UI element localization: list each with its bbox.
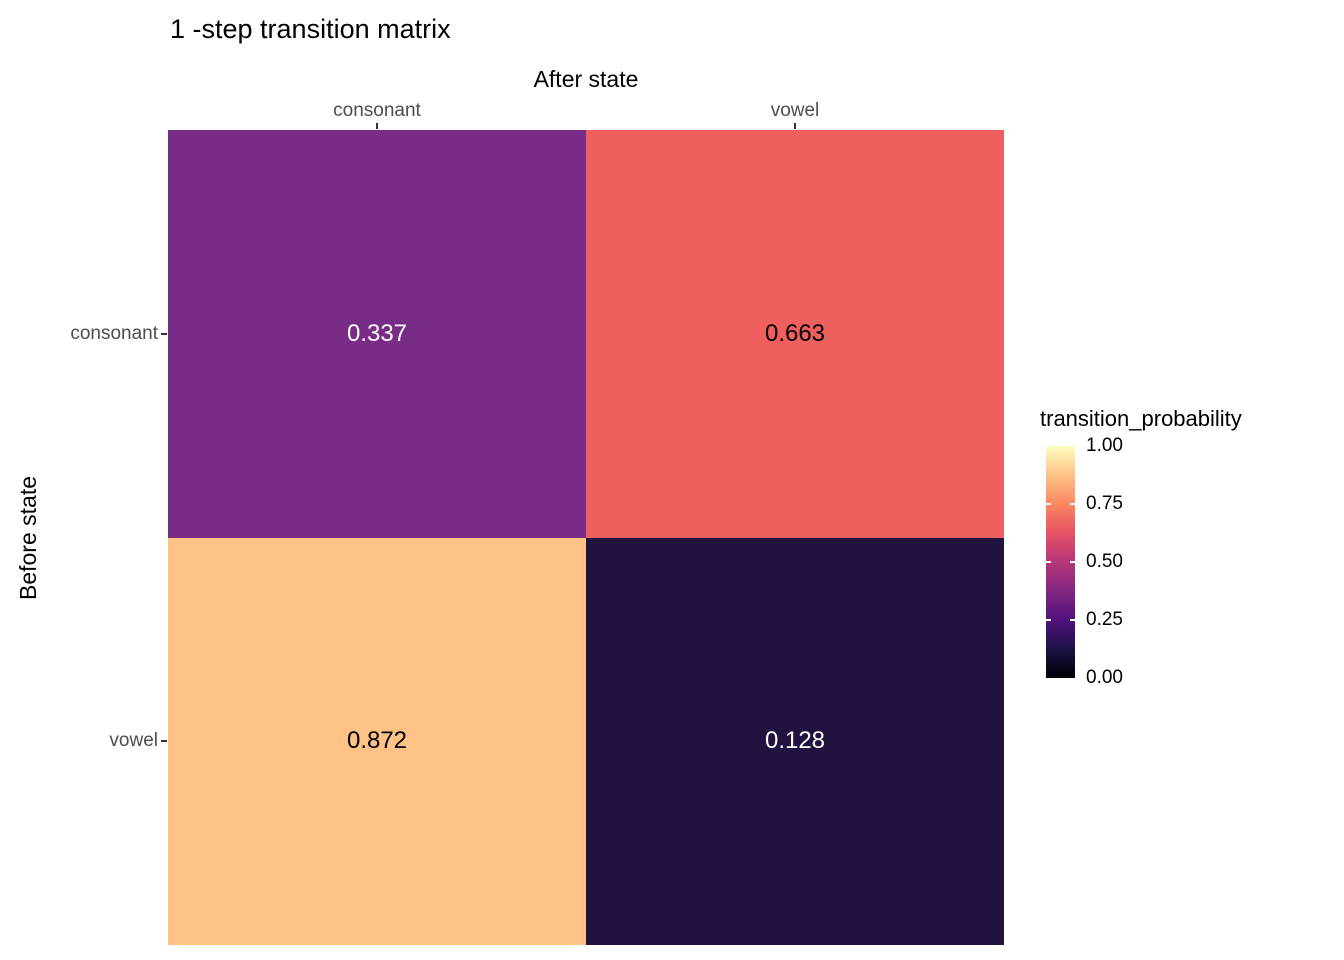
legend-tick-label-075: 0.75 — [1086, 493, 1123, 514]
y-axis-title: Before state — [15, 475, 41, 601]
heatmap-cell-vowel-vowel: 0.128 — [586, 537, 1004, 945]
legend-colorbar — [1046, 446, 1075, 678]
chart-title: 1 -step transition matrix — [170, 14, 451, 44]
heatmap-cell-consonant-consonant: 0.337 — [168, 130, 586, 538]
legend-tick-label-025: 0.25 — [1086, 609, 1123, 630]
y-axis-tick — [161, 333, 167, 335]
y-axis-tick — [161, 740, 167, 742]
legend-colorbar-tick — [1046, 619, 1051, 621]
legend-colorbar-tick — [1046, 503, 1051, 505]
heatmap-grid: 0.337 0.663 0.872 0.128 — [168, 130, 1004, 945]
legend-tick-label-100: 1.00 — [1086, 435, 1123, 456]
legend-tick-label-050: 0.50 — [1086, 551, 1123, 572]
legend-colorbar-tick — [1046, 561, 1051, 563]
y-tick-label-vowel: vowel — [109, 730, 158, 751]
y-tick-label-consonant: consonant — [70, 323, 158, 344]
legend-colorbar-tick — [1070, 503, 1075, 505]
x-axis-tick — [794, 123, 796, 129]
legend-title: transition_probability — [1040, 406, 1242, 431]
x-axis-tick — [376, 123, 378, 129]
x-tick-label-vowel: vowel — [770, 100, 820, 121]
x-axis-title: After state — [533, 66, 639, 92]
legend-colorbar-tick — [1070, 619, 1075, 621]
x-tick-label-consonant: consonant — [333, 100, 421, 121]
heatmap-cell-consonant-vowel: 0.663 — [586, 130, 1004, 538]
legend-colorbar-tick — [1070, 561, 1075, 563]
heatmap-cell-vowel-consonant: 0.872 — [168, 537, 586, 945]
legend-tick-label-000: 0.00 — [1086, 667, 1123, 688]
